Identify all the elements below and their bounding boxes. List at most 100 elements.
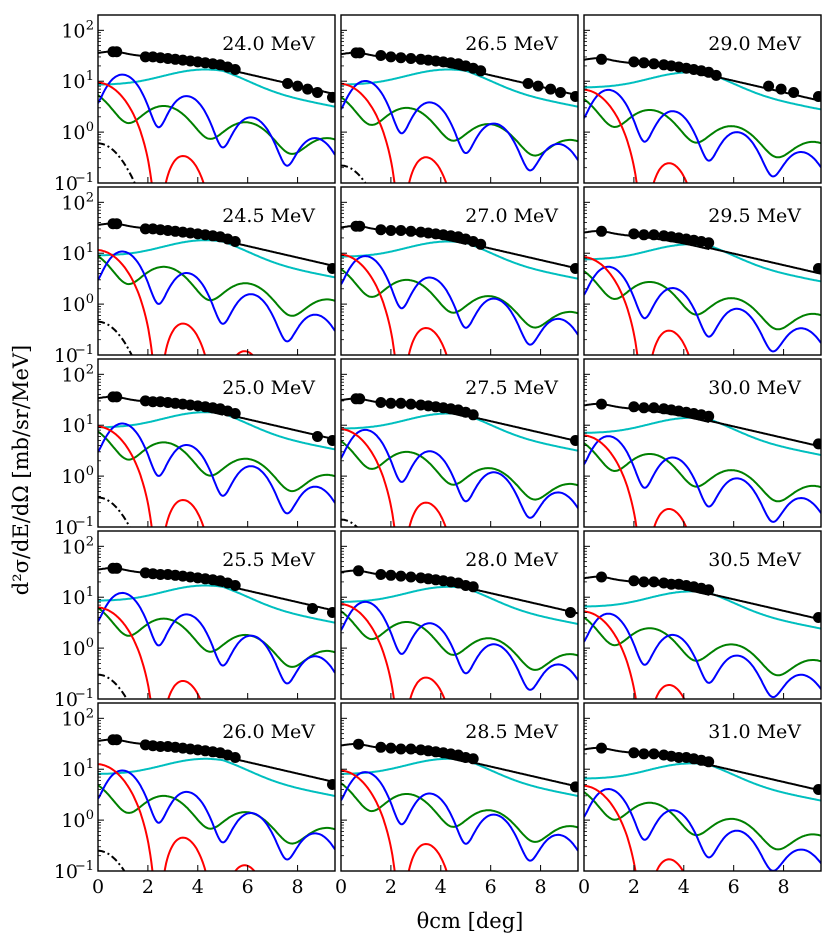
data-point	[565, 607, 576, 618]
panel-energy-label: 27.0 MeV	[465, 205, 558, 227]
x-tick-label: 8	[292, 876, 304, 898]
axes-frame	[583, 186, 822, 356]
axes-frame	[340, 702, 579, 872]
data-point	[596, 398, 607, 410]
series-red-line	[584, 434, 688, 527]
data-point	[703, 237, 715, 249]
series-red-line	[341, 428, 447, 527]
x-tick-label: 8	[778, 876, 790, 898]
data-point	[375, 741, 387, 753]
series-blue-line	[98, 769, 335, 861]
panel-energy-label: 31.0 MeV	[708, 721, 801, 743]
data-point	[628, 747, 640, 759]
data-point	[570, 435, 578, 446]
y-tick-exponent: 1	[86, 241, 94, 256]
data-point	[775, 83, 787, 95]
data-point	[111, 562, 123, 574]
series-red-line	[341, 253, 491, 355]
data-point	[292, 80, 304, 92]
panel: 27.5 MeV	[340, 358, 579, 528]
series-cyan-line	[584, 590, 821, 630]
series-cyan-line	[98, 757, 335, 797]
data-point	[302, 83, 314, 95]
panel-energy-label: 28.5 MeV	[465, 721, 558, 743]
data-point	[596, 53, 607, 65]
data-point	[395, 743, 407, 755]
y-tick-label: 10	[54, 689, 78, 711]
panel: 29.5 MeV	[583, 186, 822, 356]
data-point	[405, 225, 417, 237]
y-tick-exponent: 0	[86, 464, 94, 479]
y-tick-label: 10	[54, 173, 78, 195]
y-tick-label: 10	[54, 345, 78, 367]
y-tick-exponent: 0	[86, 120, 94, 135]
axes-frame	[583, 358, 822, 528]
data-point	[395, 397, 407, 409]
data-point	[327, 435, 335, 446]
panel-energy-label: 30.5 MeV	[708, 549, 801, 571]
data-point	[596, 742, 607, 754]
panel-energy-label: 29.5 MeV	[708, 205, 801, 227]
series-blue-line	[584, 88, 821, 178]
data-point	[327, 779, 335, 790]
data-point	[522, 78, 534, 89]
data-point	[385, 397, 397, 409]
series-green-line	[341, 610, 578, 671]
y-tick-label: 10	[61, 810, 85, 832]
series-green-line	[341, 96, 578, 157]
series-total-line	[98, 222, 335, 268]
y-tick-exponent: 1	[86, 413, 94, 428]
y-tick-label: 10	[54, 517, 78, 539]
data-point	[307, 603, 318, 614]
series-cyan-line	[584, 416, 821, 456]
axes-frame	[340, 358, 579, 528]
data-point	[405, 398, 417, 410]
data-point	[628, 401, 640, 413]
data-point	[467, 581, 479, 593]
series-red-line	[584, 610, 686, 699]
data-point	[405, 743, 417, 755]
series-green-line	[584, 98, 821, 159]
axes-frame	[583, 702, 822, 872]
data-point	[813, 612, 821, 623]
series-total-line	[584, 746, 821, 792]
series-blue-line	[341, 80, 578, 172]
y-tick-exponent: 2	[86, 190, 94, 205]
x-tick-label: 0	[578, 876, 590, 898]
plot-area	[341, 220, 578, 355]
y-tick-label: 10	[61, 294, 85, 316]
data-point	[385, 225, 397, 236]
data-point	[353, 738, 364, 750]
series-red-line	[341, 769, 491, 871]
x-tick-label: 6	[728, 876, 740, 898]
plot-area	[584, 742, 821, 871]
data-point	[467, 409, 479, 421]
data-point	[229, 64, 241, 75]
series-green-line	[341, 440, 578, 501]
data-point	[628, 56, 640, 68]
y-tick-label: 10	[61, 122, 85, 144]
data-point	[648, 58, 660, 70]
plot-area	[584, 571, 821, 699]
data-point	[111, 46, 123, 58]
x-tick-label: 2	[142, 876, 154, 898]
panel-energy-label: 24.5 MeV	[222, 205, 315, 227]
plot-area	[98, 218, 335, 355]
panel-energy-label: 25.5 MeV	[222, 549, 315, 571]
data-point	[763, 80, 775, 92]
y-tick-label: 10	[61, 364, 85, 386]
data-point	[788, 87, 800, 98]
data-point	[638, 576, 650, 588]
data-point	[405, 53, 417, 64]
data-point	[385, 569, 397, 581]
axes-frame	[97, 14, 336, 184]
series-red-line	[341, 603, 446, 699]
y-tick-label: 10	[61, 192, 85, 214]
y-tick-exponent: 2	[86, 534, 94, 549]
series-green-line	[98, 94, 335, 155]
data-point	[353, 565, 364, 577]
series-green-line	[584, 270, 821, 331]
panel: 27.0 MeV	[340, 186, 579, 356]
